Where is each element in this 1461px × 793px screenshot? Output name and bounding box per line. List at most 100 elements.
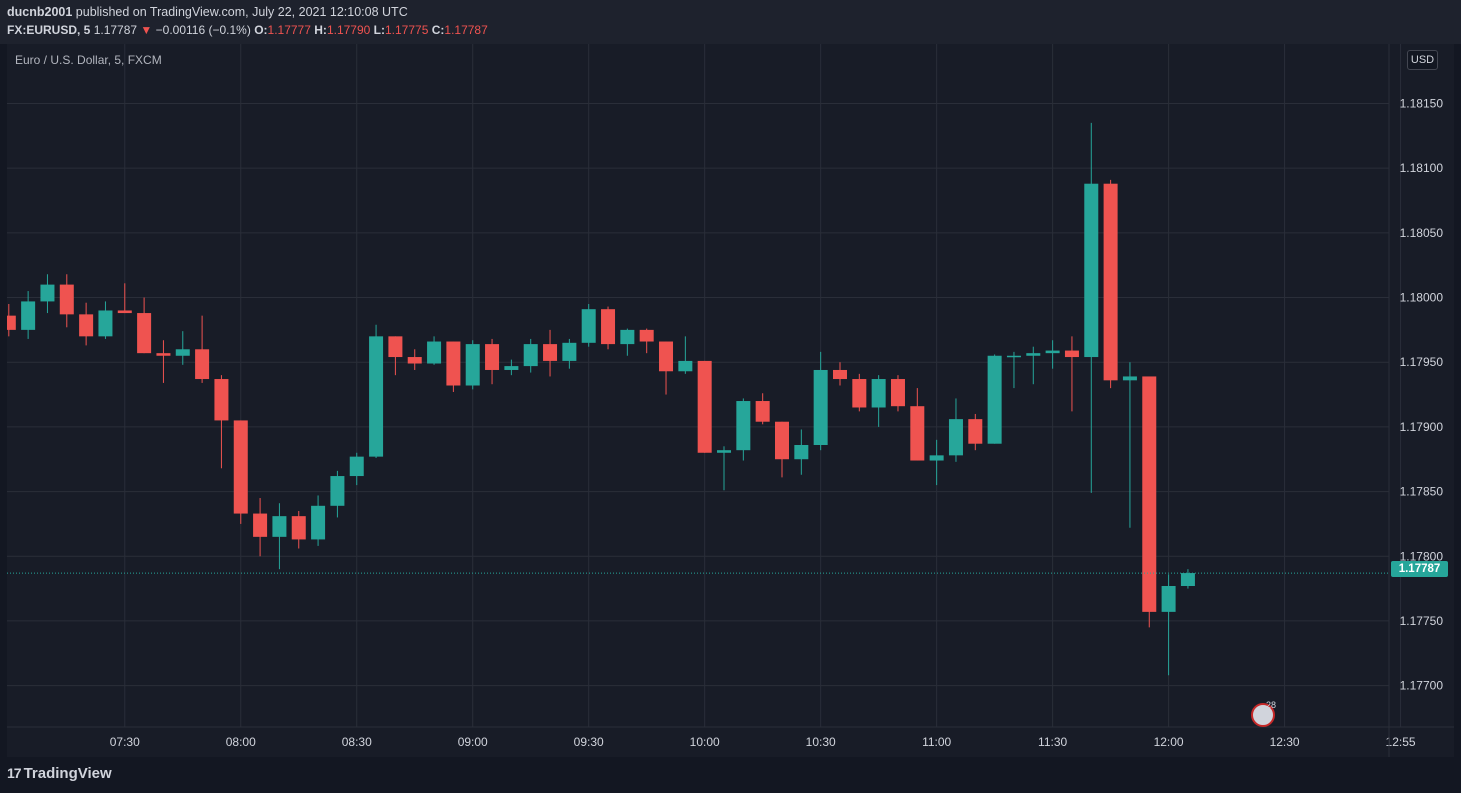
candle-body bbox=[543, 344, 558, 361]
candle-body bbox=[311, 505, 326, 540]
x-tick-label: 11:00 bbox=[922, 735, 951, 749]
candle-body bbox=[890, 379, 905, 407]
candle bbox=[349, 452, 364, 486]
low-label: L: bbox=[373, 23, 385, 37]
candle bbox=[678, 336, 693, 374]
candle bbox=[156, 340, 171, 383]
y-tick-label: 1.17850 bbox=[1400, 485, 1444, 499]
candle-body bbox=[852, 379, 867, 408]
candle bbox=[137, 297, 152, 354]
candle-body bbox=[736, 401, 751, 451]
candle bbox=[968, 413, 983, 451]
candle bbox=[1180, 569, 1195, 589]
author-name[interactable]: ducnb2001 bbox=[7, 5, 73, 19]
price-change: −0.00116 (−0.1%) bbox=[155, 23, 251, 37]
candle bbox=[272, 503, 287, 570]
publish-header bbox=[0, 0, 1461, 44]
currency-button[interactable]: USD bbox=[1407, 50, 1438, 70]
candle-body bbox=[813, 369, 828, 446]
high-value: 1.17790 bbox=[326, 23, 371, 37]
candle-body bbox=[794, 445, 809, 460]
candle bbox=[40, 274, 55, 314]
last-price: 1.17787 bbox=[93, 23, 138, 37]
candle-body bbox=[272, 516, 287, 537]
candle-body bbox=[137, 313, 152, 354]
candle bbox=[755, 393, 770, 425]
event-badge-count: 28 bbox=[1266, 700, 1277, 710]
candle bbox=[1161, 574, 1176, 676]
candle bbox=[948, 398, 963, 462]
candle bbox=[659, 341, 674, 395]
candle-body bbox=[987, 355, 1002, 444]
low-value: 1.17775 bbox=[385, 23, 429, 37]
publish-line: ducnb2001 published on TradingView.com, … bbox=[7, 5, 408, 19]
y-tick-label: 1.17950 bbox=[1400, 355, 1444, 369]
candle-body bbox=[214, 379, 229, 421]
candle bbox=[929, 439, 944, 486]
candle-body bbox=[1064, 350, 1079, 358]
y-tick-label: 1.18000 bbox=[1400, 291, 1444, 305]
candle bbox=[620, 328, 635, 356]
candle bbox=[1026, 346, 1041, 385]
candle-body bbox=[369, 336, 384, 457]
candle-body bbox=[388, 336, 403, 358]
candle bbox=[813, 351, 828, 451]
x-tick-label: 09:30 bbox=[574, 735, 604, 749]
candle bbox=[21, 291, 36, 339]
candle bbox=[504, 359, 519, 376]
candle bbox=[775, 421, 789, 478]
candle-body bbox=[871, 379, 886, 408]
candle bbox=[1006, 351, 1021, 389]
candle bbox=[427, 336, 442, 365]
brand-name: TradingView bbox=[23, 765, 112, 782]
candle bbox=[253, 498, 268, 557]
candle-body bbox=[465, 344, 480, 386]
candle-body bbox=[21, 301, 36, 330]
candle bbox=[79, 302, 94, 346]
candle-body bbox=[1006, 355, 1021, 358]
down-arrow-icon: ▼ bbox=[140, 23, 153, 37]
candle-body bbox=[59, 284, 74, 315]
candle bbox=[910, 388, 925, 461]
candle bbox=[697, 360, 712, 453]
x-tick-label: 08:30 bbox=[342, 735, 372, 749]
candle-body bbox=[562, 342, 577, 361]
candle bbox=[407, 349, 422, 370]
y-tick-label: 1.18100 bbox=[1400, 161, 1444, 175]
y-tick-label: 1.18150 bbox=[1400, 97, 1444, 111]
published-text: published on TradingView.com, July 22, 2… bbox=[75, 5, 408, 19]
x-tick-label: 12:00 bbox=[1154, 735, 1184, 749]
candle-body bbox=[407, 357, 422, 364]
us-flag-icon[interactable] bbox=[1251, 703, 1275, 727]
brand-logo[interactable]: 17 TradingView bbox=[7, 765, 112, 782]
candle-body bbox=[832, 369, 847, 380]
candle bbox=[465, 340, 480, 390]
candle bbox=[581, 304, 596, 347]
candle-body bbox=[1122, 376, 1137, 381]
candle-body bbox=[175, 349, 190, 356]
candle bbox=[1045, 340, 1060, 369]
candle bbox=[446, 341, 461, 392]
candle-body bbox=[1103, 183, 1118, 381]
candle-body bbox=[446, 341, 461, 386]
candle-body bbox=[717, 450, 732, 453]
chart-legend-title: Euro / U.S. Dollar, 5, FXCM bbox=[15, 53, 162, 67]
close-label: C: bbox=[431, 23, 445, 37]
candle-body bbox=[7, 315, 16, 330]
candle bbox=[214, 375, 229, 469]
candle bbox=[59, 274, 74, 328]
x-tick-label: 10:00 bbox=[690, 735, 720, 749]
candle-body bbox=[755, 401, 770, 422]
candle bbox=[485, 338, 500, 385]
tradingview-logo-icon: 17 bbox=[7, 765, 22, 781]
candle-body bbox=[601, 309, 616, 345]
candle bbox=[1103, 179, 1118, 389]
axes: 1.18150 1.18100 1.18050 1.18000 1.17950 1.179… bbox=[7, 44, 1454, 757]
candle-body bbox=[156, 353, 171, 356]
candle-body bbox=[195, 349, 210, 380]
open-value: 1.17777 bbox=[267, 23, 311, 37]
y-tick-label: 1.17900 bbox=[1400, 420, 1444, 434]
footer-bar bbox=[0, 757, 1461, 793]
chart-area[interactable] bbox=[7, 44, 1454, 757]
